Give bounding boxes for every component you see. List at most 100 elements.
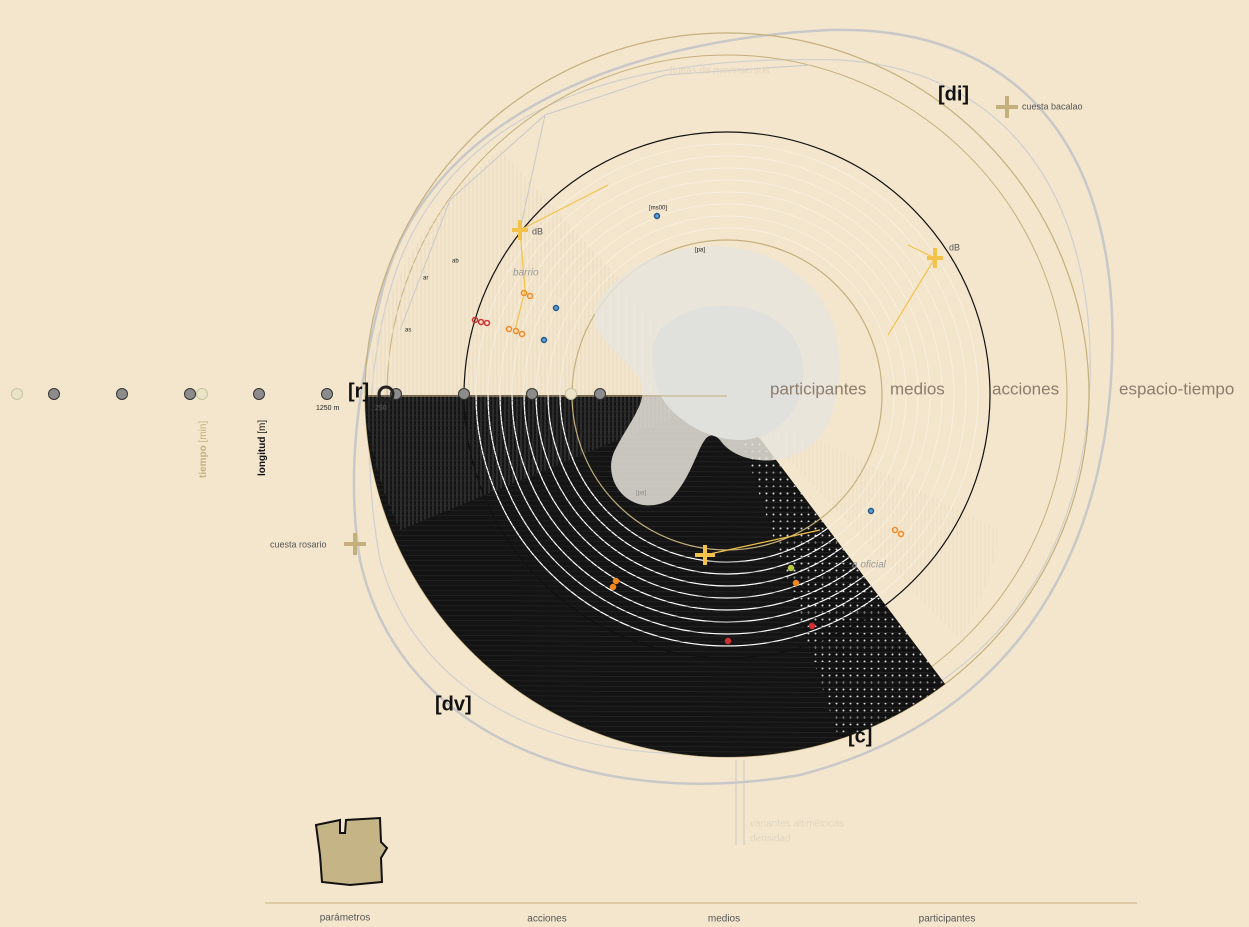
texture-line — [365, 594, 945, 599]
participant — [808, 622, 816, 630]
timeline-dot — [196, 388, 208, 400]
scale-label: 250 — [375, 405, 387, 412]
time-arc-faint — [475, 143, 979, 647]
hatch-area — [727, 395, 1000, 640]
participant — [540, 336, 548, 344]
zone-label: [c] — [848, 725, 872, 747]
move-line — [544, 64, 811, 116]
sound-mark — [512, 220, 528, 240]
place-label: cuesta rosario — [270, 539, 327, 549]
map-icon — [314, 816, 389, 887]
participant — [653, 212, 661, 220]
axis-name: longitud — [257, 437, 268, 476]
participant — [483, 319, 491, 327]
participant — [897, 530, 905, 538]
texture-line — [365, 564, 945, 569]
texture-line — [365, 624, 945, 629]
tag: [ms00] — [649, 206, 667, 212]
participant — [477, 318, 485, 326]
timeline-dot — [526, 388, 538, 400]
time-arc — [535, 395, 919, 587]
time-arc — [487, 395, 945, 635]
time-arc-faint — [499, 167, 955, 623]
texture-line — [365, 584, 945, 589]
timeline-dot — [11, 388, 23, 400]
axis-unit: [min] — [198, 421, 209, 443]
tag: ar — [423, 276, 428, 282]
participant — [526, 292, 534, 300]
place-mark — [344, 533, 366, 555]
timeline-dot — [184, 388, 196, 400]
outer-line — [352, 28, 1114, 785]
move-line — [735, 760, 745, 845]
time-arc — [511, 395, 943, 611]
texture-line — [365, 599, 945, 604]
participant — [867, 507, 875, 515]
zone-label: [di] — [938, 83, 969, 105]
tag: [pa] — [636, 491, 646, 497]
time-arc-faint — [559, 227, 895, 563]
axis-unit: [m] — [257, 420, 268, 434]
tag: ab — [452, 259, 459, 265]
axis-label: tiempo [min] — [198, 421, 209, 478]
sound-label: dB — [949, 242, 960, 252]
zone-label: [dv] — [435, 693, 472, 715]
timeline-dot — [594, 388, 606, 400]
participant — [471, 316, 479, 324]
place-label: cuesta bacalao — [1022, 101, 1083, 111]
note: densidad — [750, 834, 791, 845]
tag: as — [405, 328, 411, 334]
blob-inner — [652, 305, 804, 440]
participant — [787, 564, 795, 572]
scale-label: 1250 m — [316, 405, 340, 412]
time-arc-faint — [511, 179, 943, 611]
route-label: barrio — [513, 268, 539, 279]
note: variantes altimétricas — [750, 819, 844, 830]
texture-line — [365, 634, 945, 639]
participant — [512, 327, 520, 335]
texture-line — [365, 614, 945, 619]
ring-name: medios — [890, 379, 945, 398]
texture-line — [365, 559, 945, 564]
ring-label: líneas de movimientos — [670, 66, 770, 77]
texture-line — [365, 619, 945, 624]
participant — [520, 289, 528, 297]
zone-label: [r] — [348, 380, 369, 402]
footer-label: parámetros — [320, 913, 371, 924]
timeline-dot — [48, 388, 60, 400]
timeline-dot — [253, 388, 265, 400]
axis-name: tiempo — [198, 445, 209, 478]
time-arc — [547, 395, 907, 575]
participant — [891, 526, 899, 534]
scale-ring — [377, 385, 395, 403]
participant — [612, 577, 620, 585]
sound-label: dB — [532, 226, 543, 236]
move-line — [399, 114, 546, 331]
texture-line — [365, 604, 945, 609]
timeline-dot — [458, 388, 470, 400]
texture-line — [365, 574, 945, 579]
participant — [505, 325, 513, 333]
participant — [518, 330, 526, 338]
time-arc-faint — [487, 155, 967, 635]
time-arc — [475, 395, 945, 647]
texture-line — [365, 569, 945, 574]
dotted-sector — [727, 395, 945, 739]
axis-label: longitud [m] — [257, 420, 268, 476]
sound-mark — [927, 248, 943, 268]
sound-line — [887, 244, 936, 336]
ring-name: acciones — [992, 379, 1059, 398]
participant — [609, 583, 617, 591]
ring-name: participantes — [770, 379, 866, 398]
footer-label: medios — [708, 914, 740, 925]
footer-label: participantes — [919, 914, 976, 925]
time-arc-faint — [547, 215, 907, 575]
texture-line — [365, 589, 945, 594]
tag: [pa] — [695, 248, 705, 254]
texture-line — [365, 579, 945, 584]
timeline-dot — [321, 388, 333, 400]
route-label: a oficial — [852, 560, 887, 571]
sound-line — [704, 529, 821, 556]
footer-label: acciones — [527, 914, 566, 925]
